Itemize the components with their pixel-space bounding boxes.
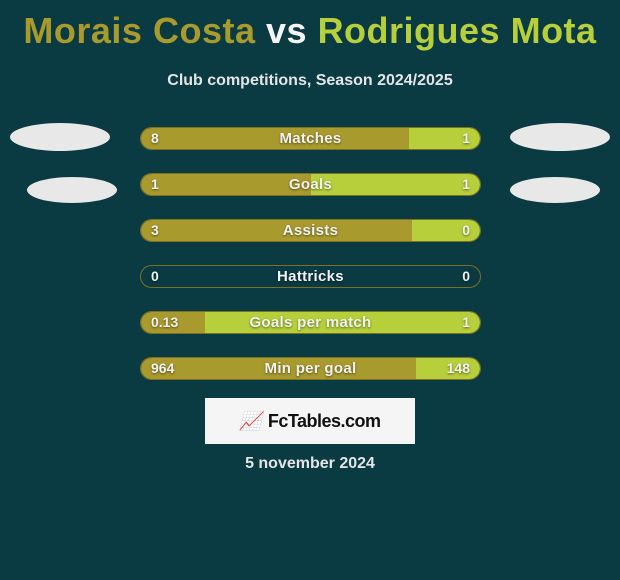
player2-value: 0 (462, 220, 470, 241)
player1-value: 0.13 (151, 312, 178, 333)
player2-value: 148 (447, 358, 470, 379)
player1-value: 964 (151, 358, 174, 379)
vs-separator: vs (266, 10, 307, 51)
stat-row: Hattricks0 0 (140, 265, 481, 288)
player2-value: 1 (462, 312, 470, 333)
player2-name: Rodrigues Mota (318, 10, 597, 51)
player2-avatar-shape (510, 123, 610, 151)
player2-value: 0 (462, 266, 470, 287)
player2-value: 1 (462, 128, 470, 149)
stat-row: Goals per match0.13 1 (140, 311, 481, 334)
stat-label: Assists (141, 220, 480, 241)
stat-label: Hattricks (141, 266, 480, 287)
stat-label: Goals (141, 174, 480, 195)
player2-avatar-shape-2 (510, 177, 600, 203)
logo-text: FcTables.com (268, 411, 381, 432)
logo-box: 📈 FcTables.com (205, 398, 415, 444)
chart-icon: 📈 (239, 411, 261, 432)
player1-avatar-shape-2 (27, 177, 117, 203)
player1-avatar-shape (10, 123, 110, 151)
comparison-bars: Matches81Goals11Assists30Hattricks00Goal… (140, 127, 481, 403)
stat-row: Goals1 1 (140, 173, 481, 196)
date-caption: 5 november 2024 (0, 455, 620, 473)
player2-value: 1 (462, 174, 470, 195)
stat-row: Matches8 1 (140, 127, 481, 150)
stat-label: Goals per match (141, 312, 480, 333)
stat-row: Min per goal964 148 (140, 357, 481, 380)
player1-value: 3 (151, 220, 159, 241)
player1-name: Morais Costa (23, 10, 255, 51)
player1-value: 8 (151, 128, 159, 149)
comparison-title: Morais Costa vs Rodrigues Mota (0, 0, 620, 52)
subtitle: Club competitions, Season 2024/2025 (0, 72, 620, 90)
stat-label: Matches (141, 128, 480, 149)
player1-value: 1 (151, 174, 159, 195)
stat-row: Assists3 0 (140, 219, 481, 242)
stat-label: Min per goal (141, 358, 480, 379)
player1-value: 0 (151, 266, 159, 287)
